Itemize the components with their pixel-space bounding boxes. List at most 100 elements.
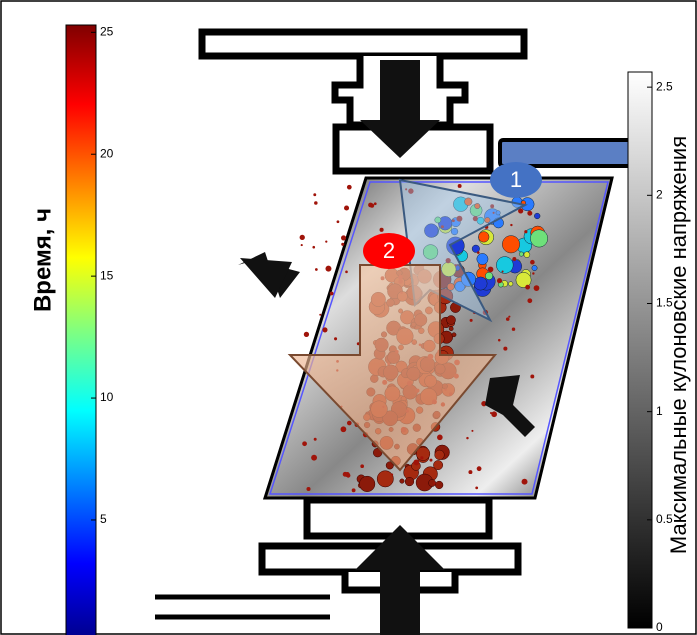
event-dot bbox=[341, 426, 347, 432]
event-dot bbox=[312, 246, 315, 249]
event-dot bbox=[325, 241, 327, 243]
event-dot bbox=[502, 236, 519, 253]
event-dot bbox=[458, 184, 462, 188]
event-dot bbox=[470, 319, 473, 322]
event-dot bbox=[352, 488, 356, 492]
event-dot bbox=[530, 230, 547, 247]
event-dot bbox=[530, 374, 534, 378]
event-dot bbox=[506, 317, 510, 321]
tick-label: 10 bbox=[100, 390, 114, 404]
event-dot bbox=[477, 251, 480, 254]
event-dot bbox=[524, 230, 527, 233]
tick-label: 20 bbox=[100, 146, 114, 160]
event-dot bbox=[341, 235, 346, 240]
event-dot bbox=[405, 477, 414, 486]
event-dot bbox=[430, 459, 433, 462]
event-dot bbox=[519, 252, 523, 256]
event-dot bbox=[508, 316, 510, 318]
event-dot bbox=[391, 474, 393, 476]
event-dot bbox=[532, 272, 534, 274]
event-dot bbox=[314, 201, 317, 204]
event-dot bbox=[311, 455, 317, 461]
event-dot bbox=[343, 472, 348, 477]
tick-label: 2 bbox=[656, 187, 663, 201]
event-dot bbox=[490, 412, 492, 414]
event-dot bbox=[491, 411, 497, 417]
event-dot bbox=[313, 193, 316, 196]
event-dot bbox=[477, 466, 482, 471]
event-dot bbox=[502, 271, 504, 273]
plate bbox=[500, 140, 635, 166]
event-dot bbox=[437, 435, 443, 441]
tick-label: 0 bbox=[656, 620, 663, 634]
event-dot bbox=[510, 224, 512, 226]
event-dot bbox=[466, 437, 468, 439]
event-dot bbox=[488, 267, 494, 273]
event-dot bbox=[503, 347, 507, 351]
event-dot bbox=[527, 211, 532, 216]
event-dot bbox=[306, 487, 310, 491]
marker-label: 2 bbox=[383, 238, 395, 263]
event-dot bbox=[325, 266, 331, 272]
event-dot bbox=[319, 314, 321, 316]
event-dot bbox=[485, 272, 493, 280]
event-dot bbox=[527, 298, 532, 303]
event-dot bbox=[368, 203, 373, 208]
event-dot bbox=[525, 285, 530, 290]
event-dot bbox=[534, 213, 540, 219]
figure: 1 2 510152025 Время, ч 00.511.522.5 Макс… bbox=[0, 0, 697, 635]
event-dot bbox=[345, 271, 348, 274]
event-dot bbox=[508, 282, 512, 286]
event-dot bbox=[344, 205, 349, 210]
event-dot bbox=[435, 481, 443, 489]
event-dot bbox=[471, 430, 473, 432]
event-dot bbox=[360, 464, 364, 468]
event-dot bbox=[301, 244, 303, 246]
tick-label: 15 bbox=[100, 268, 114, 282]
event-dot bbox=[452, 333, 456, 337]
time-colorbar bbox=[66, 25, 96, 635]
event-dot bbox=[337, 220, 340, 223]
event-dot bbox=[330, 292, 334, 296]
event-dot bbox=[400, 479, 404, 483]
event-dot bbox=[315, 268, 318, 271]
tick-label: 1 bbox=[656, 404, 663, 418]
event-dot bbox=[302, 441, 307, 446]
event-dot bbox=[475, 486, 478, 489]
event-dot bbox=[359, 476, 375, 492]
event-dot bbox=[449, 327, 453, 331]
event-dot bbox=[322, 327, 327, 332]
event-dot bbox=[304, 332, 309, 337]
event-dot bbox=[478, 232, 489, 243]
tick-label: 5 bbox=[100, 512, 107, 526]
event-dot bbox=[374, 202, 377, 205]
event-dot bbox=[341, 243, 344, 246]
event-dot bbox=[497, 278, 502, 283]
event-dot bbox=[433, 482, 435, 484]
event-dot bbox=[347, 185, 352, 190]
event-dot bbox=[420, 456, 423, 459]
event-dot bbox=[532, 265, 537, 270]
event-dot bbox=[380, 228, 384, 232]
event-dot bbox=[477, 253, 488, 264]
event-dot bbox=[314, 438, 317, 441]
event-dot bbox=[468, 470, 472, 474]
event-dot bbox=[512, 327, 515, 330]
event-dot bbox=[522, 479, 528, 485]
stress-colorbar bbox=[628, 72, 652, 628]
stress-label: Максимальные кулоновские напряжения bbox=[666, 136, 691, 554]
event-dot bbox=[534, 285, 540, 291]
event-dot bbox=[300, 235, 305, 240]
event-dot bbox=[433, 460, 442, 469]
event-dot bbox=[377, 471, 393, 487]
tick-label: 25 bbox=[100, 24, 114, 38]
event-dot bbox=[512, 257, 516, 261]
base-lines bbox=[155, 597, 330, 617]
event-dot bbox=[435, 450, 445, 460]
event-dot bbox=[524, 252, 530, 258]
time-label: Время, ч bbox=[29, 208, 56, 312]
event-dot bbox=[530, 260, 535, 265]
tick-label: 2.5 bbox=[656, 79, 673, 93]
marker-label: 1 bbox=[510, 167, 522, 192]
event-dot bbox=[334, 337, 337, 340]
